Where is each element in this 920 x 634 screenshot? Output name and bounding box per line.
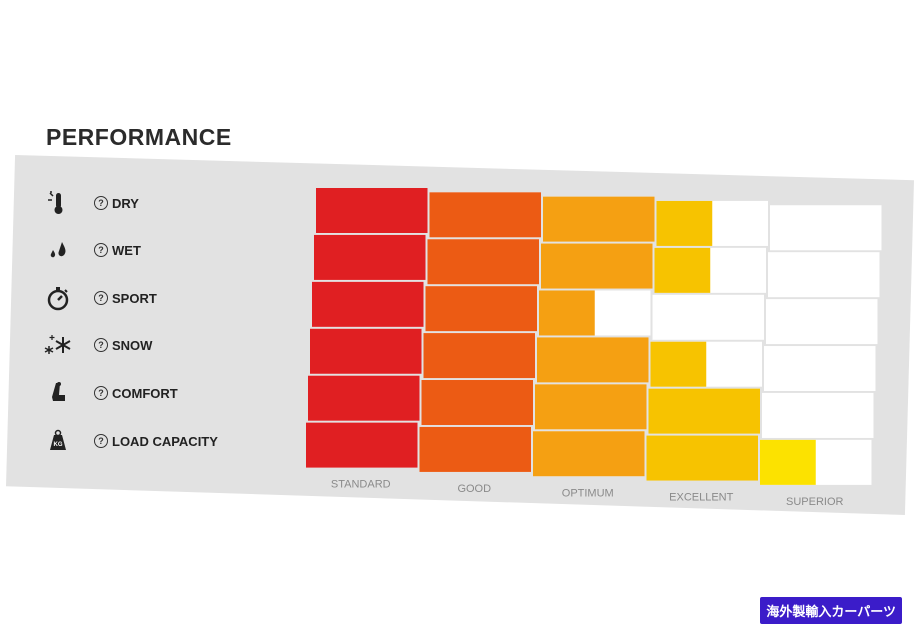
weight-kg-icon: KG <box>40 426 76 456</box>
bar-segment-snow-excellent <box>650 341 707 387</box>
chart-title: PERFORMANCE <box>46 124 232 150</box>
x-tick-excellent: EXCELLENT <box>669 492 733 504</box>
snowflakes-icon <box>40 330 76 360</box>
help-icon[interactable]: ? <box>94 196 108 210</box>
bar-segment-load-capacity-superior <box>760 439 816 485</box>
row-label-text: WET <box>112 242 141 258</box>
row-label-text: COMFORT <box>112 385 178 401</box>
help-icon[interactable]: ? <box>94 338 108 352</box>
bar-segment-wet-optimum <box>541 243 653 289</box>
rain-drops-icon <box>40 235 76 265</box>
row-label-snow: ? SNOW <box>40 330 300 360</box>
bar-segment-dry-standard <box>316 188 428 233</box>
bar-segment-load-capacity-good <box>419 426 531 472</box>
help-icon[interactable]: ? <box>94 291 108 305</box>
car-seat-icon <box>40 378 76 408</box>
bar-segment-wet-excellent <box>654 247 711 293</box>
empty-cell <box>766 299 878 345</box>
row-label-dry: ? DRY <box>40 188 300 218</box>
bar-segment-snow-optimum <box>537 337 649 383</box>
empty-cell <box>762 392 874 438</box>
bar-segment-dry-good <box>429 192 541 238</box>
bar-segment-sport-optimum <box>539 290 595 336</box>
row-label-text: SNOW <box>112 337 153 353</box>
x-tick-standard: STANDARD <box>331 479 391 491</box>
bar-segment-wet-standard <box>314 234 426 280</box>
row-label-sport: ? SPORT <box>40 283 300 313</box>
bar-segment-comfort-standard <box>308 375 420 421</box>
row-label-text: SPORT <box>112 290 157 306</box>
bar-segment-comfort-optimum <box>535 384 647 430</box>
bar-segment-comfort-good <box>421 380 533 426</box>
bar-segment-load-capacity-optimum <box>533 431 645 477</box>
bar-segment-wet-good <box>427 239 539 285</box>
bar-segment-snow-standard <box>310 328 422 374</box>
bar-segment-snow-good <box>423 333 535 379</box>
chart-cells <box>306 188 882 485</box>
help-icon[interactable]: ? <box>94 386 108 400</box>
row-label-text: DRY <box>112 195 139 211</box>
bar-segment-dry-optimum <box>543 196 655 242</box>
bar-segment-sport-good <box>425 286 537 332</box>
help-icon[interactable]: ? <box>94 243 108 257</box>
row-label-comfort: ? COMFORT <box>40 378 300 408</box>
bar-segment-load-capacity-excellent <box>646 435 758 481</box>
help-icon[interactable]: ? <box>94 434 108 448</box>
chart-x-ticks: STANDARD GOOD OPTIMUM EXCELLENT SUPERIOR <box>331 479 844 508</box>
bar-segment-comfort-excellent <box>648 388 760 434</box>
thermometer-sun-icon <box>40 188 76 218</box>
x-tick-optimum: OPTIMUM <box>562 487 614 499</box>
bar-segment-load-capacity-standard <box>306 422 418 468</box>
row-label-load-capacity: KG ? LOAD CAPACITY <box>40 426 300 456</box>
bar-segment-sport-standard <box>312 281 424 327</box>
empty-cell <box>770 205 882 251</box>
empty-cell <box>764 346 876 392</box>
watermark-label: 海外製輸入カーパーツ <box>760 597 902 624</box>
bar-segment-dry-excellent <box>656 200 713 246</box>
empty-cell <box>652 294 764 340</box>
row-label-text: LOAD CAPACITY <box>112 433 218 449</box>
x-tick-superior: SUPERIOR <box>786 496 844 508</box>
empty-cell <box>768 252 880 298</box>
x-tick-good: GOOD <box>457 483 491 495</box>
stopwatch-icon <box>40 283 76 313</box>
row-label-wet: ? WET <box>40 235 300 265</box>
svg-text:KG: KG <box>54 442 63 448</box>
